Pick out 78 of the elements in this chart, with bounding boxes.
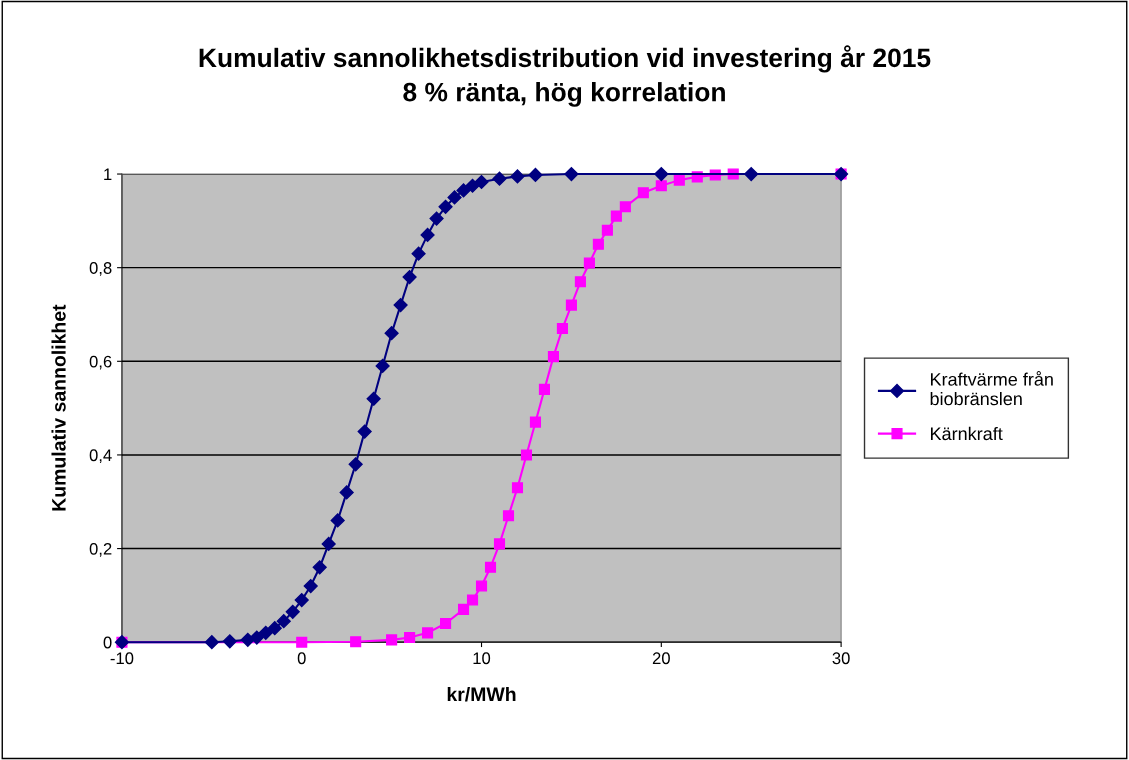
point <box>456 183 471 198</box>
point <box>510 169 525 184</box>
y-tick-label: 0,8 <box>89 262 112 276</box>
point <box>502 510 515 522</box>
point <box>330 513 345 528</box>
point <box>466 594 479 606</box>
point <box>404 631 416 644</box>
point <box>438 199 453 214</box>
point <box>420 227 435 242</box>
point <box>312 560 327 575</box>
x-tick-label: -10 <box>110 652 134 665</box>
point <box>348 457 363 472</box>
point <box>411 246 426 261</box>
point <box>267 621 282 636</box>
x-tick-label: 0 <box>297 652 306 665</box>
point <box>429 211 444 226</box>
point <box>673 174 685 186</box>
chart-title: Kumulativ sannolikhetsdistribution vid investering år 2015 8 % ränta, hög korrelation <box>199 45 931 107</box>
point <box>321 536 336 551</box>
point <box>492 171 507 186</box>
point <box>547 351 559 363</box>
point <box>296 636 308 648</box>
point <box>222 634 237 649</box>
y-tick-label: 1 <box>104 168 112 181</box>
point <box>276 614 291 629</box>
point <box>384 326 399 341</box>
point <box>637 187 649 199</box>
point <box>386 634 398 646</box>
point <box>484 561 497 573</box>
point <box>538 383 551 395</box>
point <box>583 257 595 269</box>
point <box>393 298 408 313</box>
point <box>339 485 354 500</box>
point <box>357 424 372 439</box>
y-tick-label: 0,4 <box>89 449 112 464</box>
x-axis-title: kr/MWh <box>447 686 516 702</box>
point <box>249 630 264 645</box>
point <box>610 210 622 222</box>
point <box>744 166 759 182</box>
point <box>619 201 631 213</box>
point <box>474 174 489 190</box>
point <box>447 190 462 205</box>
point <box>493 538 506 550</box>
point <box>520 449 533 461</box>
legend-label: Kärnkraft <box>931 426 1003 441</box>
point <box>528 167 543 183</box>
point <box>475 580 488 592</box>
point <box>204 635 219 650</box>
point <box>258 625 273 640</box>
point <box>592 238 604 250</box>
point <box>574 276 586 288</box>
y-tick-label: 0,2 <box>89 542 112 557</box>
point <box>529 416 542 428</box>
point <box>440 617 452 630</box>
point <box>303 578 318 594</box>
point <box>294 592 309 608</box>
point <box>565 299 577 311</box>
point <box>457 603 470 615</box>
x-tick-label: 30 <box>832 652 850 665</box>
point <box>402 269 417 285</box>
y-tick-label: 0 <box>103 636 112 649</box>
point <box>601 224 613 236</box>
legend-label: Kraftvärme från biobränslen <box>930 371 1053 406</box>
point <box>556 322 568 335</box>
y-axis-title: Kumulativ sannolikhet <box>51 304 66 511</box>
point <box>655 180 667 192</box>
point <box>285 604 300 619</box>
y-tick-label: 0,6 <box>89 355 112 370</box>
point <box>422 627 434 639</box>
point <box>654 166 669 182</box>
point <box>564 166 579 182</box>
point <box>465 178 480 193</box>
point <box>511 482 524 494</box>
x-tick-label: 10 <box>473 652 491 665</box>
point <box>350 636 362 648</box>
point <box>366 391 381 406</box>
point <box>375 358 390 374</box>
x-tick-label: 20 <box>652 652 670 665</box>
